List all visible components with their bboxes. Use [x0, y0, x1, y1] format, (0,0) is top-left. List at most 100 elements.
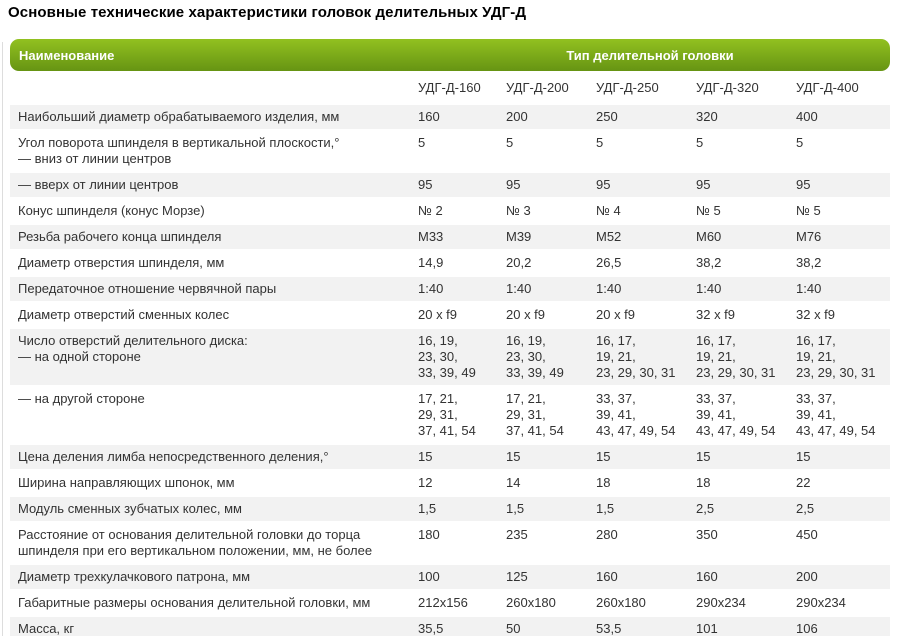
table-row: Расстояние от основания делительной голо…	[10, 522, 890, 565]
value-cell: 35,5	[410, 616, 498, 636]
row-label: Диаметр трехкулачкового патрона, мм	[10, 564, 410, 591]
value-cell: 18	[688, 470, 788, 497]
value-cell: 280	[588, 522, 688, 565]
value-cell: 160	[688, 564, 788, 591]
value-cell: 200	[498, 104, 588, 131]
value-cell: 50	[498, 616, 588, 636]
value-cell: 2,5	[788, 496, 890, 523]
value-cell: № 2	[410, 198, 498, 225]
value-cell: 16, 17, 19, 21, 23, 29, 30, 31	[688, 328, 788, 387]
value-cell: 200	[788, 564, 890, 591]
row-label: Масса, кг	[10, 616, 410, 636]
value-cell: 16, 19, 23, 30, 33, 39, 49	[498, 328, 588, 387]
value-cell: 250	[588, 104, 688, 131]
table-row: Цена деления лимба непосредственного дел…	[10, 444, 890, 471]
value-cell: М52	[588, 224, 688, 251]
value-cell: 20 x f9	[498, 302, 588, 329]
row-label: Цена деления лимба непосредственного дел…	[10, 444, 410, 471]
row-label: Модуль сменных зубчатых колес, мм	[10, 496, 410, 523]
value-cell: 20,2	[498, 250, 588, 277]
table-row: Резьба рабочего конца шпинделя М33 М39 М52 М…	[10, 224, 890, 251]
value-cell: 260х180	[498, 590, 588, 617]
value-cell: 1,5	[498, 496, 588, 523]
table-row: Угол поворота шпинделя в вертикальной пл…	[10, 130, 890, 173]
row-label: Ширина направляющих шпонок, мм	[10, 470, 410, 497]
value-cell: 38,2	[688, 250, 788, 277]
value-cell: 20 x f9	[588, 302, 688, 329]
value-cell: 12	[410, 470, 498, 497]
value-cell: № 4	[588, 198, 688, 225]
value-cell: 106	[788, 616, 890, 636]
header-name-column-label: Наименование	[19, 47, 115, 63]
row-label: Угол поворота шпинделя в вертикальной пл…	[10, 130, 410, 173]
table-row: Масса, кг 35,5 50 53,5 101 106	[10, 616, 890, 636]
table-row: Число отверстий делительного диска: — на…	[10, 328, 890, 387]
value-cell: 16, 19, 23, 30, 33, 39, 49	[410, 328, 498, 387]
value-cell: 160	[588, 564, 688, 591]
value-cell: 450	[788, 522, 890, 565]
value-cell: 100	[410, 564, 498, 591]
table-header-bar: Наименование Тип делительной головки	[10, 39, 890, 71]
table-row: — вверх от линии центров 95 95 95 95 95	[10, 172, 890, 199]
page-title: Основные технические характеристики голо…	[8, 4, 527, 21]
value-cell: 17, 21, 29, 31, 37, 41, 54	[410, 386, 498, 445]
value-cell: 26,5	[588, 250, 688, 277]
row-label: Расстояние от основания делительной голо…	[10, 522, 410, 565]
value-cell: 1:40	[410, 276, 498, 303]
value-cell: 350	[688, 522, 788, 565]
value-cell: 1:40	[498, 276, 588, 303]
value-cell: 20 x f9	[410, 302, 498, 329]
value-cell: 33, 37, 39, 41, 43, 47, 49, 54	[788, 386, 890, 445]
value-cell: М39	[498, 224, 588, 251]
row-label: Диаметр отверстия шпинделя, мм	[10, 250, 410, 277]
value-cell: 5	[788, 130, 890, 173]
value-cell: № 3	[498, 198, 588, 225]
row-label: Число отверстий делительного диска: — на…	[10, 328, 410, 387]
model-header-cell: УДГ-Д-250	[588, 73, 688, 105]
value-cell: 212х156	[410, 590, 498, 617]
value-cell: 95	[588, 172, 688, 199]
value-cell: № 5	[688, 198, 788, 225]
value-cell: 95	[788, 172, 890, 199]
value-cell: № 5	[788, 198, 890, 225]
value-cell: 22	[788, 470, 890, 497]
model-header-row: УДГ-Д-160 УДГ-Д-200 УДГ-Д-250 УДГ-Д-320 УДГ-…	[10, 73, 890, 105]
table-row: Диаметр отверстия шпинделя, мм 14,9 20,2 26…	[10, 250, 890, 277]
table-row: — на другой стороне 17, 21, 29, 31, 37, 4…	[10, 386, 890, 445]
model-header-cell: УДГ-Д-320	[688, 73, 788, 105]
row-label: Конус шпинделя (конус Морзе)	[10, 198, 410, 225]
header-group-column-label: Тип делительной головки	[566, 47, 734, 63]
value-cell: 290х234	[688, 590, 788, 617]
value-cell: 95	[410, 172, 498, 199]
row-label: Диаметр отверстий сменных колес	[10, 302, 410, 329]
value-cell: 160	[410, 104, 498, 131]
value-cell: 15	[498, 444, 588, 471]
table-row: Ширина направляющих шпонок, мм 12 14 18 18 22	[10, 470, 890, 497]
value-cell: 95	[498, 172, 588, 199]
row-label: Наибольший диаметр обрабатываемого издел…	[10, 104, 410, 131]
row-label: Габаритные размеры основания делительной…	[10, 590, 410, 617]
table-row: Модуль сменных зубчатых колес, мм 1,5 1,5 1…	[10, 496, 890, 523]
table-row: Диаметр трехкулачкового патрона, мм 100 12…	[10, 564, 890, 591]
value-cell: 5	[410, 130, 498, 173]
value-cell: 33, 37, 39, 41, 43, 47, 49, 54	[588, 386, 688, 445]
value-cell: 5	[498, 130, 588, 173]
value-cell: М33	[410, 224, 498, 251]
row-label: Резьба рабочего конца шпинделя	[10, 224, 410, 251]
value-cell: 400	[788, 104, 890, 131]
value-cell: 16, 17, 19, 21, 23, 29, 30, 31	[788, 328, 890, 387]
value-cell: 38,2	[788, 250, 890, 277]
value-cell: 16, 17, 19, 21, 23, 29, 30, 31	[588, 328, 688, 387]
value-cell: 32 x f9	[788, 302, 890, 329]
value-cell: М60	[688, 224, 788, 251]
value-cell: 1:40	[588, 276, 688, 303]
model-header-spacer	[10, 73, 410, 105]
row-label: Передаточное отношение червячной пары	[10, 276, 410, 303]
value-cell: 2,5	[688, 496, 788, 523]
value-cell: 17, 21, 29, 31, 37, 41, 54	[498, 386, 588, 445]
value-cell: 235	[498, 522, 588, 565]
value-cell: 53,5	[588, 616, 688, 636]
value-cell: М76	[788, 224, 890, 251]
spec-table-zone: Наименование Тип делительной головки УДГ…	[10, 39, 890, 636]
table-row: Диаметр отверстий сменных колес 20 x f9 20…	[10, 302, 890, 329]
